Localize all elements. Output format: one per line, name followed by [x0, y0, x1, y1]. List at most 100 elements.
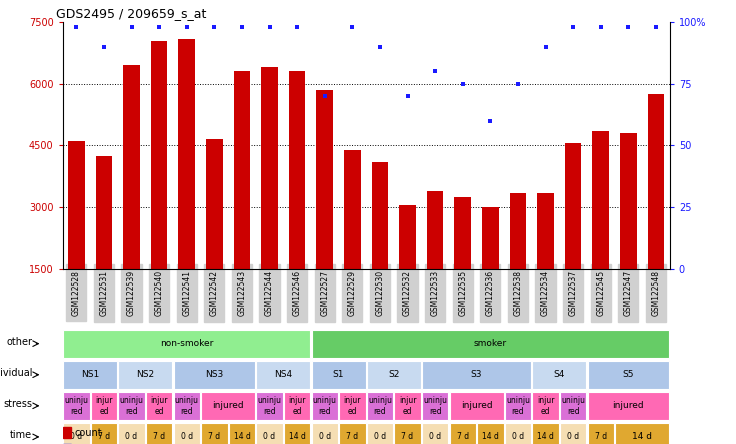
- Point: [650, 24, 662, 31]
- Bar: [261, 67, 278, 269]
- Bar: [532, 423, 559, 444]
- Bar: [482, 207, 499, 269]
- Text: S5: S5: [623, 370, 634, 379]
- Text: 7 d: 7 d: [153, 432, 165, 441]
- Text: uninju
red: uninju red: [561, 396, 585, 416]
- Text: NS1: NS1: [81, 370, 99, 379]
- Text: uninju
red: uninju red: [174, 396, 199, 416]
- Bar: [146, 423, 172, 444]
- Bar: [256, 361, 311, 388]
- Bar: [587, 423, 614, 444]
- Point: [319, 93, 330, 100]
- Bar: [118, 361, 172, 388]
- Bar: [63, 392, 90, 420]
- Bar: [96, 156, 112, 269]
- Point: [484, 117, 496, 124]
- Point: [539, 44, 551, 51]
- Bar: [532, 392, 559, 420]
- Bar: [505, 423, 531, 444]
- Text: 0 d: 0 d: [263, 432, 275, 441]
- Text: 0 d: 0 d: [374, 432, 386, 441]
- Text: injured: injured: [461, 401, 492, 410]
- Point: [457, 80, 469, 87]
- Bar: [316, 90, 333, 269]
- Bar: [234, 71, 250, 269]
- Bar: [532, 361, 587, 388]
- Text: uninju
red: uninju red: [423, 396, 447, 416]
- Bar: [68, 141, 85, 269]
- Point: [236, 24, 248, 31]
- Text: NS4: NS4: [275, 370, 292, 379]
- Bar: [339, 423, 366, 444]
- Text: injur
ed: injur ed: [150, 396, 168, 416]
- Point: [402, 93, 414, 100]
- Point: [595, 24, 606, 31]
- Text: 7 d: 7 d: [98, 432, 110, 441]
- Text: individual: individual: [0, 368, 32, 378]
- Point: [263, 24, 275, 31]
- Bar: [367, 423, 393, 444]
- Bar: [124, 65, 140, 269]
- Bar: [367, 392, 393, 420]
- Text: uninju
red: uninju red: [368, 396, 392, 416]
- Bar: [592, 131, 609, 269]
- Bar: [311, 423, 338, 444]
- Bar: [174, 423, 200, 444]
- Text: 14 d: 14 d: [537, 432, 554, 441]
- Text: 14 d: 14 d: [233, 432, 250, 441]
- Text: S4: S4: [553, 370, 565, 379]
- Text: injur
ed: injur ed: [95, 396, 113, 416]
- Bar: [91, 423, 117, 444]
- Point: [291, 24, 303, 31]
- Text: 7 d: 7 d: [457, 432, 469, 441]
- Text: 0 d: 0 d: [567, 432, 579, 441]
- Bar: [151, 41, 167, 269]
- Bar: [394, 392, 421, 420]
- Bar: [311, 361, 366, 388]
- Text: injur
ed: injur ed: [289, 396, 306, 416]
- Point: [374, 44, 386, 51]
- Bar: [201, 423, 227, 444]
- Bar: [560, 392, 587, 420]
- Point: [153, 24, 165, 31]
- Text: other: other: [7, 337, 32, 347]
- Bar: [91, 392, 117, 420]
- Point: [512, 80, 524, 87]
- Text: count: count: [74, 428, 102, 438]
- Bar: [206, 139, 222, 269]
- Bar: [201, 392, 255, 420]
- Text: 0 d: 0 d: [71, 432, 82, 441]
- Bar: [560, 423, 587, 444]
- Bar: [289, 71, 305, 269]
- Bar: [450, 392, 503, 420]
- Text: stress: stress: [4, 399, 32, 409]
- Text: NS3: NS3: [205, 370, 224, 379]
- Point: [126, 24, 138, 31]
- Text: GDS2495 / 209659_s_at: GDS2495 / 209659_s_at: [57, 7, 207, 20]
- Point: [98, 44, 110, 51]
- Bar: [174, 361, 255, 388]
- Text: S2: S2: [388, 370, 400, 379]
- Point: [567, 24, 579, 31]
- Bar: [256, 392, 283, 420]
- Bar: [587, 361, 669, 388]
- Text: 14 d: 14 d: [632, 432, 652, 441]
- Text: injur
ed: injur ed: [344, 396, 361, 416]
- Point: [208, 24, 220, 31]
- Text: injured: injured: [612, 401, 644, 410]
- Bar: [344, 150, 361, 269]
- Text: 7 d: 7 d: [595, 432, 606, 441]
- Bar: [229, 423, 255, 444]
- Text: 7 d: 7 d: [347, 432, 358, 441]
- Bar: [284, 423, 311, 444]
- Text: uninju
red: uninju red: [313, 396, 337, 416]
- Text: 7 d: 7 d: [208, 432, 220, 441]
- Bar: [620, 133, 637, 269]
- Point: [347, 24, 358, 31]
- Bar: [565, 143, 581, 269]
- Text: uninju
red: uninju red: [119, 396, 144, 416]
- Text: S3: S3: [471, 370, 482, 379]
- Bar: [399, 205, 416, 269]
- Text: NS2: NS2: [136, 370, 155, 379]
- Text: 0 d: 0 d: [512, 432, 524, 441]
